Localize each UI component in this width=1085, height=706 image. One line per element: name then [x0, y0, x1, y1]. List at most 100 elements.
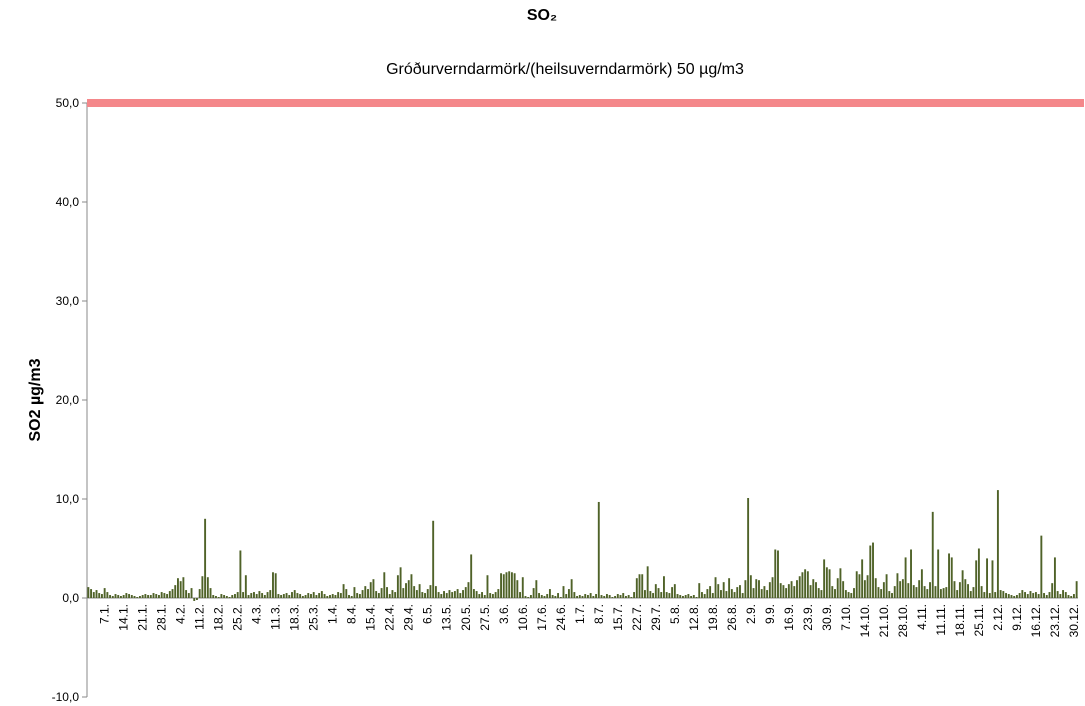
- bar: [329, 595, 331, 598]
- bar: [513, 573, 516, 598]
- bar: [87, 587, 90, 598]
- bar: [475, 591, 478, 598]
- bar: [581, 596, 584, 598]
- bar: [486, 575, 489, 598]
- bar: [872, 542, 874, 598]
- bar: [614, 596, 617, 598]
- bar: [893, 586, 896, 598]
- bar: [353, 587, 356, 598]
- bar: [931, 511, 934, 598]
- bar: [440, 594, 443, 598]
- bar: [106, 592, 109, 598]
- bar: [548, 589, 551, 598]
- x-tick-label: 9.9.: [763, 604, 777, 624]
- x-tick-label: 24.6.: [554, 604, 568, 631]
- bar: [586, 595, 589, 598]
- bar: [502, 574, 505, 598]
- bar: [356, 593, 359, 598]
- bar: [847, 592, 850, 598]
- bar: [418, 584, 421, 598]
- bar: [223, 595, 226, 598]
- bar: [272, 572, 274, 598]
- bar: [546, 594, 549, 598]
- bar: [603, 596, 606, 598]
- bar: [559, 597, 562, 598]
- bar: [755, 579, 758, 598]
- bar: [899, 581, 902, 598]
- x-tick-label: 25.2.: [231, 604, 245, 631]
- x-tick-label: 9.12.: [1010, 604, 1024, 631]
- bar: [956, 590, 959, 598]
- bar: [391, 590, 394, 598]
- bar: [820, 590, 823, 598]
- bar: [255, 594, 258, 598]
- bar: [1070, 596, 1073, 598]
- bar: [269, 590, 272, 598]
- bar: [825, 567, 828, 598]
- bar: [524, 596, 527, 598]
- bar: [787, 584, 790, 598]
- bar: [937, 549, 940, 598]
- bar: [774, 549, 777, 598]
- bar: [98, 593, 101, 598]
- bar: [310, 594, 312, 598]
- y-tick-label: 20,0: [56, 393, 80, 407]
- bar: [882, 582, 885, 598]
- bar: [1018, 593, 1021, 598]
- y-tick-label: 10,0: [56, 492, 80, 506]
- x-tick-label: 18.11.: [953, 604, 967, 636]
- bar: [692, 595, 695, 598]
- bar: [1075, 581, 1078, 598]
- bar: [690, 596, 693, 598]
- bar: [453, 591, 456, 598]
- bar: [760, 589, 763, 598]
- y-tick-label: 50,0: [56, 96, 80, 110]
- bar: [717, 584, 720, 598]
- bar: [880, 589, 883, 598]
- bar: [234, 594, 236, 598]
- bar: [567, 589, 570, 598]
- bar: [543, 596, 546, 598]
- bar: [1059, 594, 1062, 598]
- bar: [472, 589, 475, 598]
- bar: [236, 592, 239, 598]
- bar: [1045, 595, 1048, 598]
- bar: [231, 595, 234, 598]
- bar: [728, 578, 731, 598]
- bar: [904, 557, 907, 598]
- bar: [212, 595, 215, 598]
- x-tick-label: 15.7.: [611, 604, 625, 631]
- bar: [815, 582, 817, 598]
- bar: [193, 598, 196, 601]
- bar: [220, 594, 223, 598]
- bar: [554, 596, 557, 598]
- bar: [907, 583, 910, 598]
- bar: [228, 597, 231, 598]
- bar: [842, 581, 845, 598]
- bar: [763, 586, 766, 598]
- bar: [711, 593, 714, 598]
- bar: [350, 596, 353, 598]
- bar: [975, 560, 978, 598]
- bar: [263, 595, 266, 598]
- bar: [1002, 591, 1005, 598]
- bar: [701, 592, 703, 598]
- bar: [641, 574, 644, 598]
- bar: [939, 589, 942, 598]
- x-tick-label: 14.1.: [117, 604, 131, 631]
- bar: [421, 592, 424, 598]
- bar: [519, 592, 522, 598]
- bar: [339, 593, 342, 598]
- bar: [714, 577, 717, 598]
- bar: [722, 582, 725, 598]
- bar: [462, 590, 464, 598]
- x-tick-label: 1.4.: [326, 604, 340, 624]
- bar: [896, 573, 899, 598]
- bar: [117, 595, 120, 598]
- bar: [318, 593, 321, 598]
- bar: [242, 592, 245, 598]
- x-tick-label: 25.3.: [307, 604, 321, 631]
- bar: [676, 594, 679, 598]
- bar: [296, 593, 299, 598]
- bar: [367, 589, 369, 598]
